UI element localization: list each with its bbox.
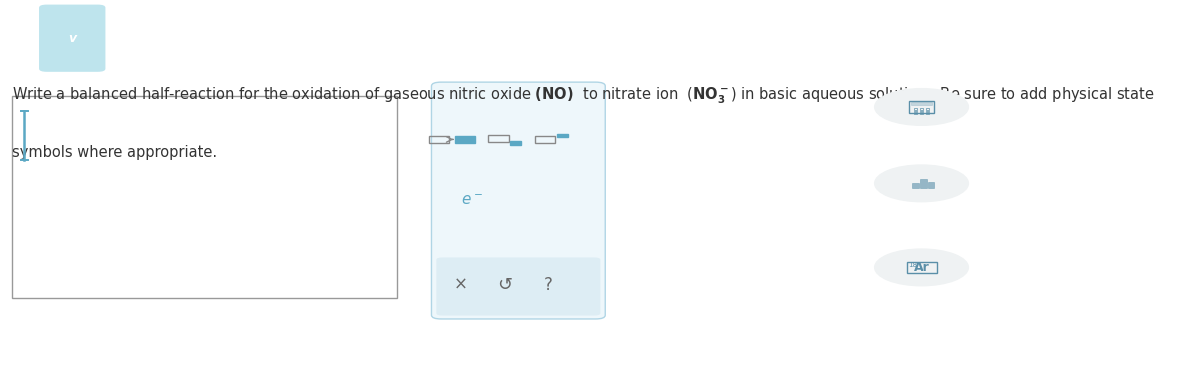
Bar [920,179,926,188]
Circle shape [875,165,968,202]
Text: ↺: ↺ [497,275,512,294]
Bar [920,111,923,112]
Text: 18: 18 [908,262,917,268]
Text: symbols where appropriate.: symbols where appropriate. [12,145,217,160]
Bar [535,136,556,144]
FancyBboxPatch shape [40,5,106,72]
Bar [914,111,917,112]
Text: ?: ? [544,275,553,294]
Bar [488,136,509,142]
Bar [906,262,936,273]
Bar [928,182,935,188]
Bar [908,101,935,113]
Bar [12,96,397,298]
Bar [455,136,475,143]
Text: ×: × [454,275,468,294]
Text: v: v [68,32,77,45]
Text: Ar: Ar [913,262,930,275]
Bar [926,113,929,115]
Text: $e^-$: $e^-$ [461,193,482,208]
Bar [557,134,568,138]
Bar [428,136,450,143]
Bar [920,113,923,115]
Bar [914,113,917,115]
Bar [912,183,919,188]
Bar [914,108,917,110]
Bar [920,108,923,110]
FancyBboxPatch shape [437,257,600,316]
Bar [510,141,521,144]
Bar [926,108,929,110]
Circle shape [875,249,968,286]
Bar [911,102,932,105]
Circle shape [875,89,968,125]
FancyBboxPatch shape [432,82,605,319]
Text: Write a balanced half-reaction for the oxidation of gaseous nitric oxide $\mathb: Write a balanced half-reaction for the o… [12,85,1154,106]
Bar [926,111,929,112]
